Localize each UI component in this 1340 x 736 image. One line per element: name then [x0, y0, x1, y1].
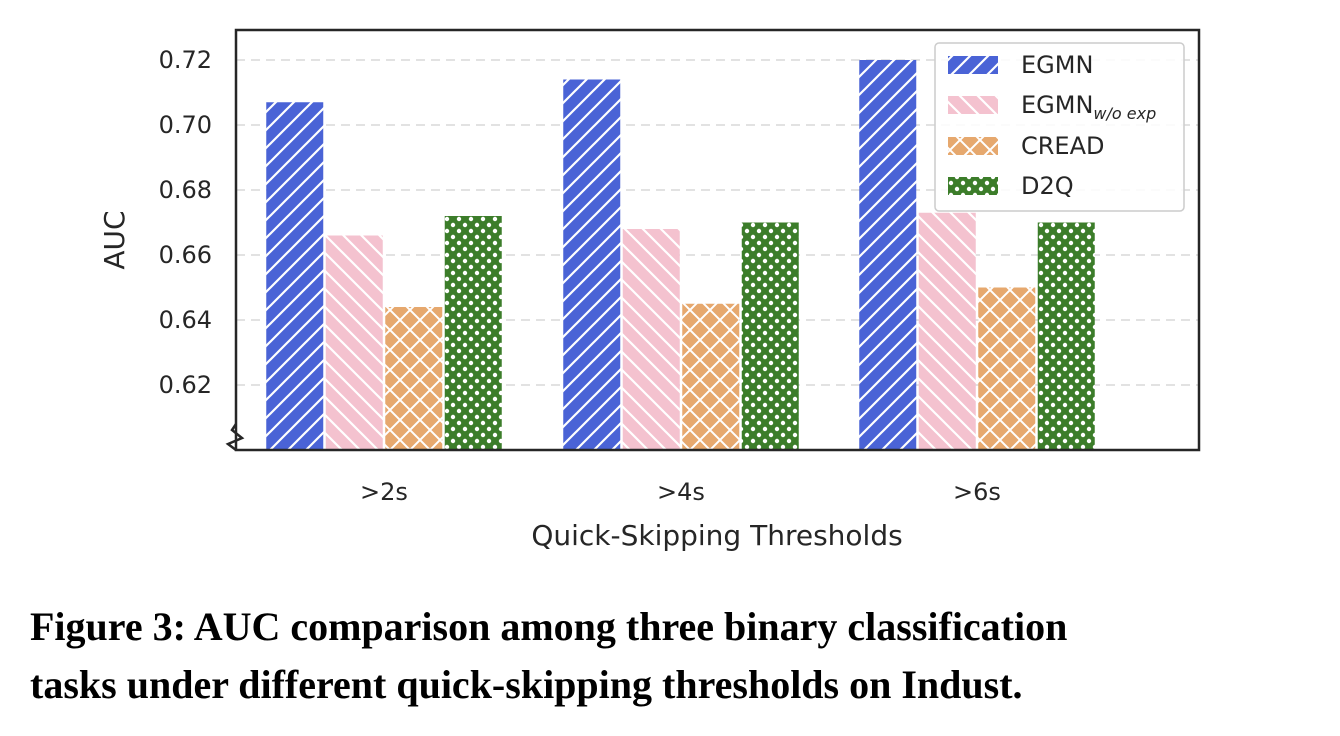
- bar-egmn-1: [266, 102, 324, 450]
- y-tick-label: 0.62: [159, 371, 212, 399]
- caption-line-2: tasks under different quick-skipping thr…: [30, 662, 1023, 707]
- legend-box: [934, 42, 1185, 212]
- bar-cread-1: [385, 307, 443, 450]
- bar-cread-2: [682, 303, 740, 450]
- legend-swatch-d2q: [948, 177, 998, 195]
- legend-label-cread: CREAD: [1021, 132, 1105, 160]
- plot-frame: [234, 28, 1201, 452]
- axis-break-mark: [225, 423, 245, 451]
- legend-label-egmn: EGMN: [1021, 51, 1093, 79]
- bar-d2q-3: [1037, 222, 1095, 450]
- legend-label-d2q: D2Q: [1021, 172, 1074, 200]
- y-tick-label: 0.68: [159, 176, 212, 204]
- bar-egmn-3: [859, 60, 917, 450]
- bar-egmnw-o-exp-1: [325, 235, 383, 450]
- auc-bar-chart: 0.62 0.64 0.66 0.68 0.70 0.72 >2s >4s >6s AUC Q…: [98, 28, 1201, 552]
- bar-egmn-2: [563, 79, 621, 450]
- y-tick-label: 0.70: [159, 111, 212, 139]
- bar-d2q-2: [741, 222, 799, 450]
- legend-label-egmn-wo-exp: EGMNw/o exp: [1021, 91, 1156, 123]
- legend-swatch-egmn-wo-exp: [948, 96, 998, 114]
- x-tick-label: >4s: [657, 478, 705, 506]
- x-tick-labels: >2s >4s >6s: [360, 478, 1001, 506]
- caption-line-1: Figure 3: AUC comparison among three bin…: [30, 604, 1068, 649]
- y-tick-labels: 0.62 0.64 0.66 0.68 0.70 0.72: [159, 46, 212, 399]
- legend: EGMN EGMNw/o exp CREAD D2Q: [934, 42, 1185, 212]
- y-tick-label: 0.66: [159, 241, 212, 269]
- x-axis-title: Quick-Skipping Thresholds: [531, 519, 902, 552]
- bar-cread-3: [978, 287, 1036, 450]
- bar-egmnw-o-exp-3: [918, 212, 976, 450]
- y-tick-label: 0.72: [159, 46, 212, 74]
- x-tick-label: >6s: [953, 478, 1001, 506]
- y-tick-label: 0.64: [159, 306, 212, 334]
- bars: [266, 60, 1095, 450]
- bar-egmnw-o-exp-2: [622, 229, 680, 450]
- legend-swatch-cread: [948, 137, 998, 155]
- y-axis-title: AUC: [98, 210, 131, 269]
- legend-swatch-egmn: [948, 56, 998, 74]
- bar-d2q-1: [444, 216, 502, 450]
- x-tick-label: >2s: [360, 478, 408, 506]
- figure-caption: Figure 3: AUC comparison among three bin…: [30, 598, 1320, 714]
